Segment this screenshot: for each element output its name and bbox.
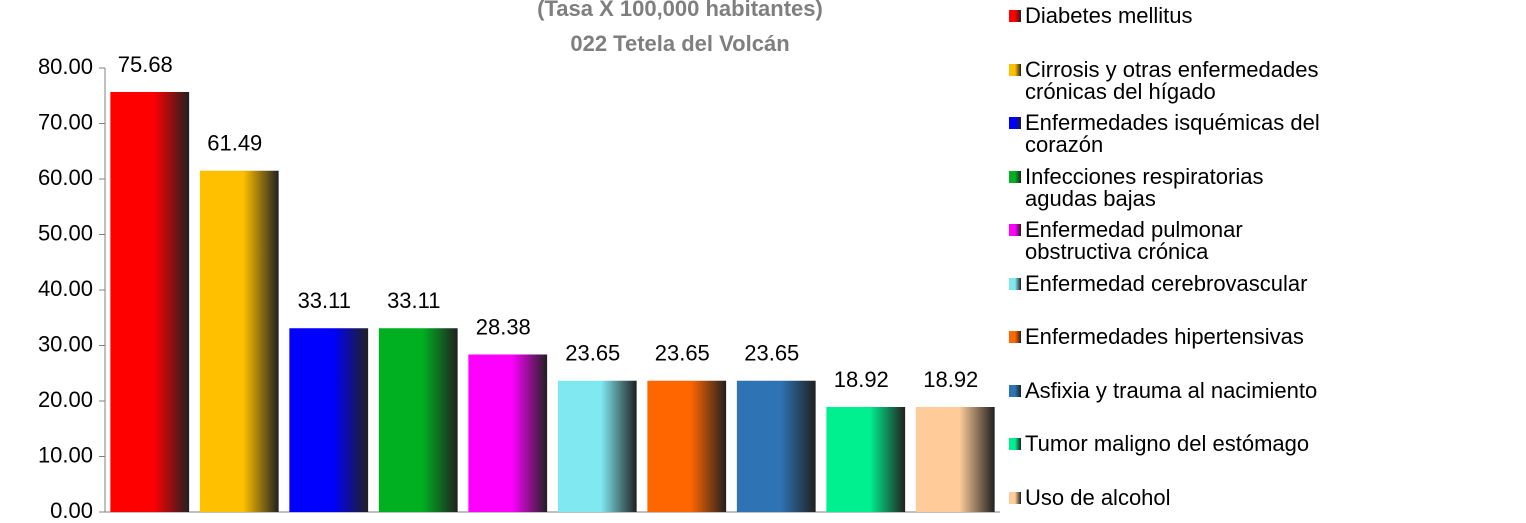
chart-subtitle: 022 Tetela del Volcán — [570, 31, 789, 56]
y-tick-label: 60.00 — [38, 165, 93, 190]
data-label: 18.92 — [834, 367, 889, 392]
legend-swatch — [1009, 117, 1021, 129]
bar — [289, 328, 369, 512]
legend-swatch — [1009, 224, 1021, 236]
bar — [199, 170, 279, 512]
legend-item: Enfermedad cerebrovascular — [1009, 270, 1325, 296]
legend-item: Asfixia y trauma al nacimiento — [1009, 377, 1325, 403]
chart-title: (Tasa X 100,000 habitantes) — [537, 0, 823, 21]
legend-item: Infecciones respiratorias agudas bajas — [1009, 163, 1325, 211]
y-tick-label: 20.00 — [38, 387, 93, 412]
legend-label: Asfixia y trauma al nacimiento — [1025, 377, 1318, 403]
data-label: 33.11 — [298, 288, 351, 313]
data-label: 23.65 — [655, 341, 710, 366]
legend-swatch — [1009, 277, 1021, 290]
legend-swatch — [1009, 491, 1021, 504]
legend-label: Cirrosis y otras enfermedades crónicas d… — [1025, 56, 1319, 104]
data-label: 33.11 — [387, 288, 440, 313]
data-label: 23.65 — [744, 341, 799, 366]
bar — [557, 380, 637, 512]
legend-label: Enfermedades isquémicas del corazón — [1025, 110, 1320, 157]
legend-label: Enfermedades hipertensivas — [1025, 324, 1304, 349]
legend-item: Enfermedades hipertensivas — [1009, 324, 1325, 349]
bar — [915, 406, 995, 512]
legend-swatch — [1009, 331, 1021, 343]
y-tick-label: 50.00 — [38, 220, 93, 245]
bar — [468, 354, 548, 512]
y-tick-label: 30.00 — [38, 331, 93, 356]
legend-label: Tumor maligno del estómago — [1025, 431, 1310, 456]
legend-label: Diabetes mellitus — [1025, 3, 1193, 28]
y-tick-label: 10.00 — [38, 442, 93, 467]
data-label: 75.68 — [118, 52, 173, 77]
legend-swatch — [1009, 438, 1021, 450]
y-tick-label: 80.00 — [38, 54, 93, 79]
legend-item: Cirrosis y otras enfermedades crónicas d… — [1009, 56, 1325, 104]
bar — [647, 380, 727, 512]
bar — [110, 91, 190, 512]
legend-item: Diabetes mellitus — [1009, 3, 1325, 28]
chart: (Tasa X 100,000 habitantes) 022 Tetela d… — [38, 0, 1000, 523]
bar — [378, 328, 458, 512]
legend-item: Enfermedades isquémicas del corazón — [1009, 110, 1325, 157]
legend-label: Infecciones respiratorias agudas bajas — [1025, 163, 1264, 211]
legend-item: Uso de alcohol — [1009, 484, 1325, 510]
legend-swatch — [1009, 170, 1021, 183]
data-label: 23.65 — [565, 341, 620, 366]
legend-label: Uso de alcohol — [1025, 484, 1171, 510]
legend-swatch — [1009, 384, 1021, 397]
legend-swatch — [1009, 10, 1021, 22]
bar — [736, 380, 816, 512]
legend-swatch — [1009, 63, 1021, 76]
legend-item: Enfermedad pulmonar obstructiva crónica — [1009, 217, 1325, 264]
legend-label: Enfermedad pulmonar obstructiva crónica — [1025, 217, 1243, 264]
data-label: 61.49 — [207, 131, 262, 156]
y-tick-label: 0.00 — [50, 498, 93, 523]
legend-label: Enfermedad cerebrovascular — [1025, 270, 1308, 296]
bar — [826, 406, 906, 512]
y-tick-label: 70.00 — [38, 109, 93, 134]
data-label: 18.92 — [923, 367, 978, 392]
y-tick-label: 40.00 — [38, 276, 93, 301]
legend-item: Tumor maligno del estómago — [1009, 431, 1325, 456]
data-label: 28.38 — [476, 314, 531, 339]
